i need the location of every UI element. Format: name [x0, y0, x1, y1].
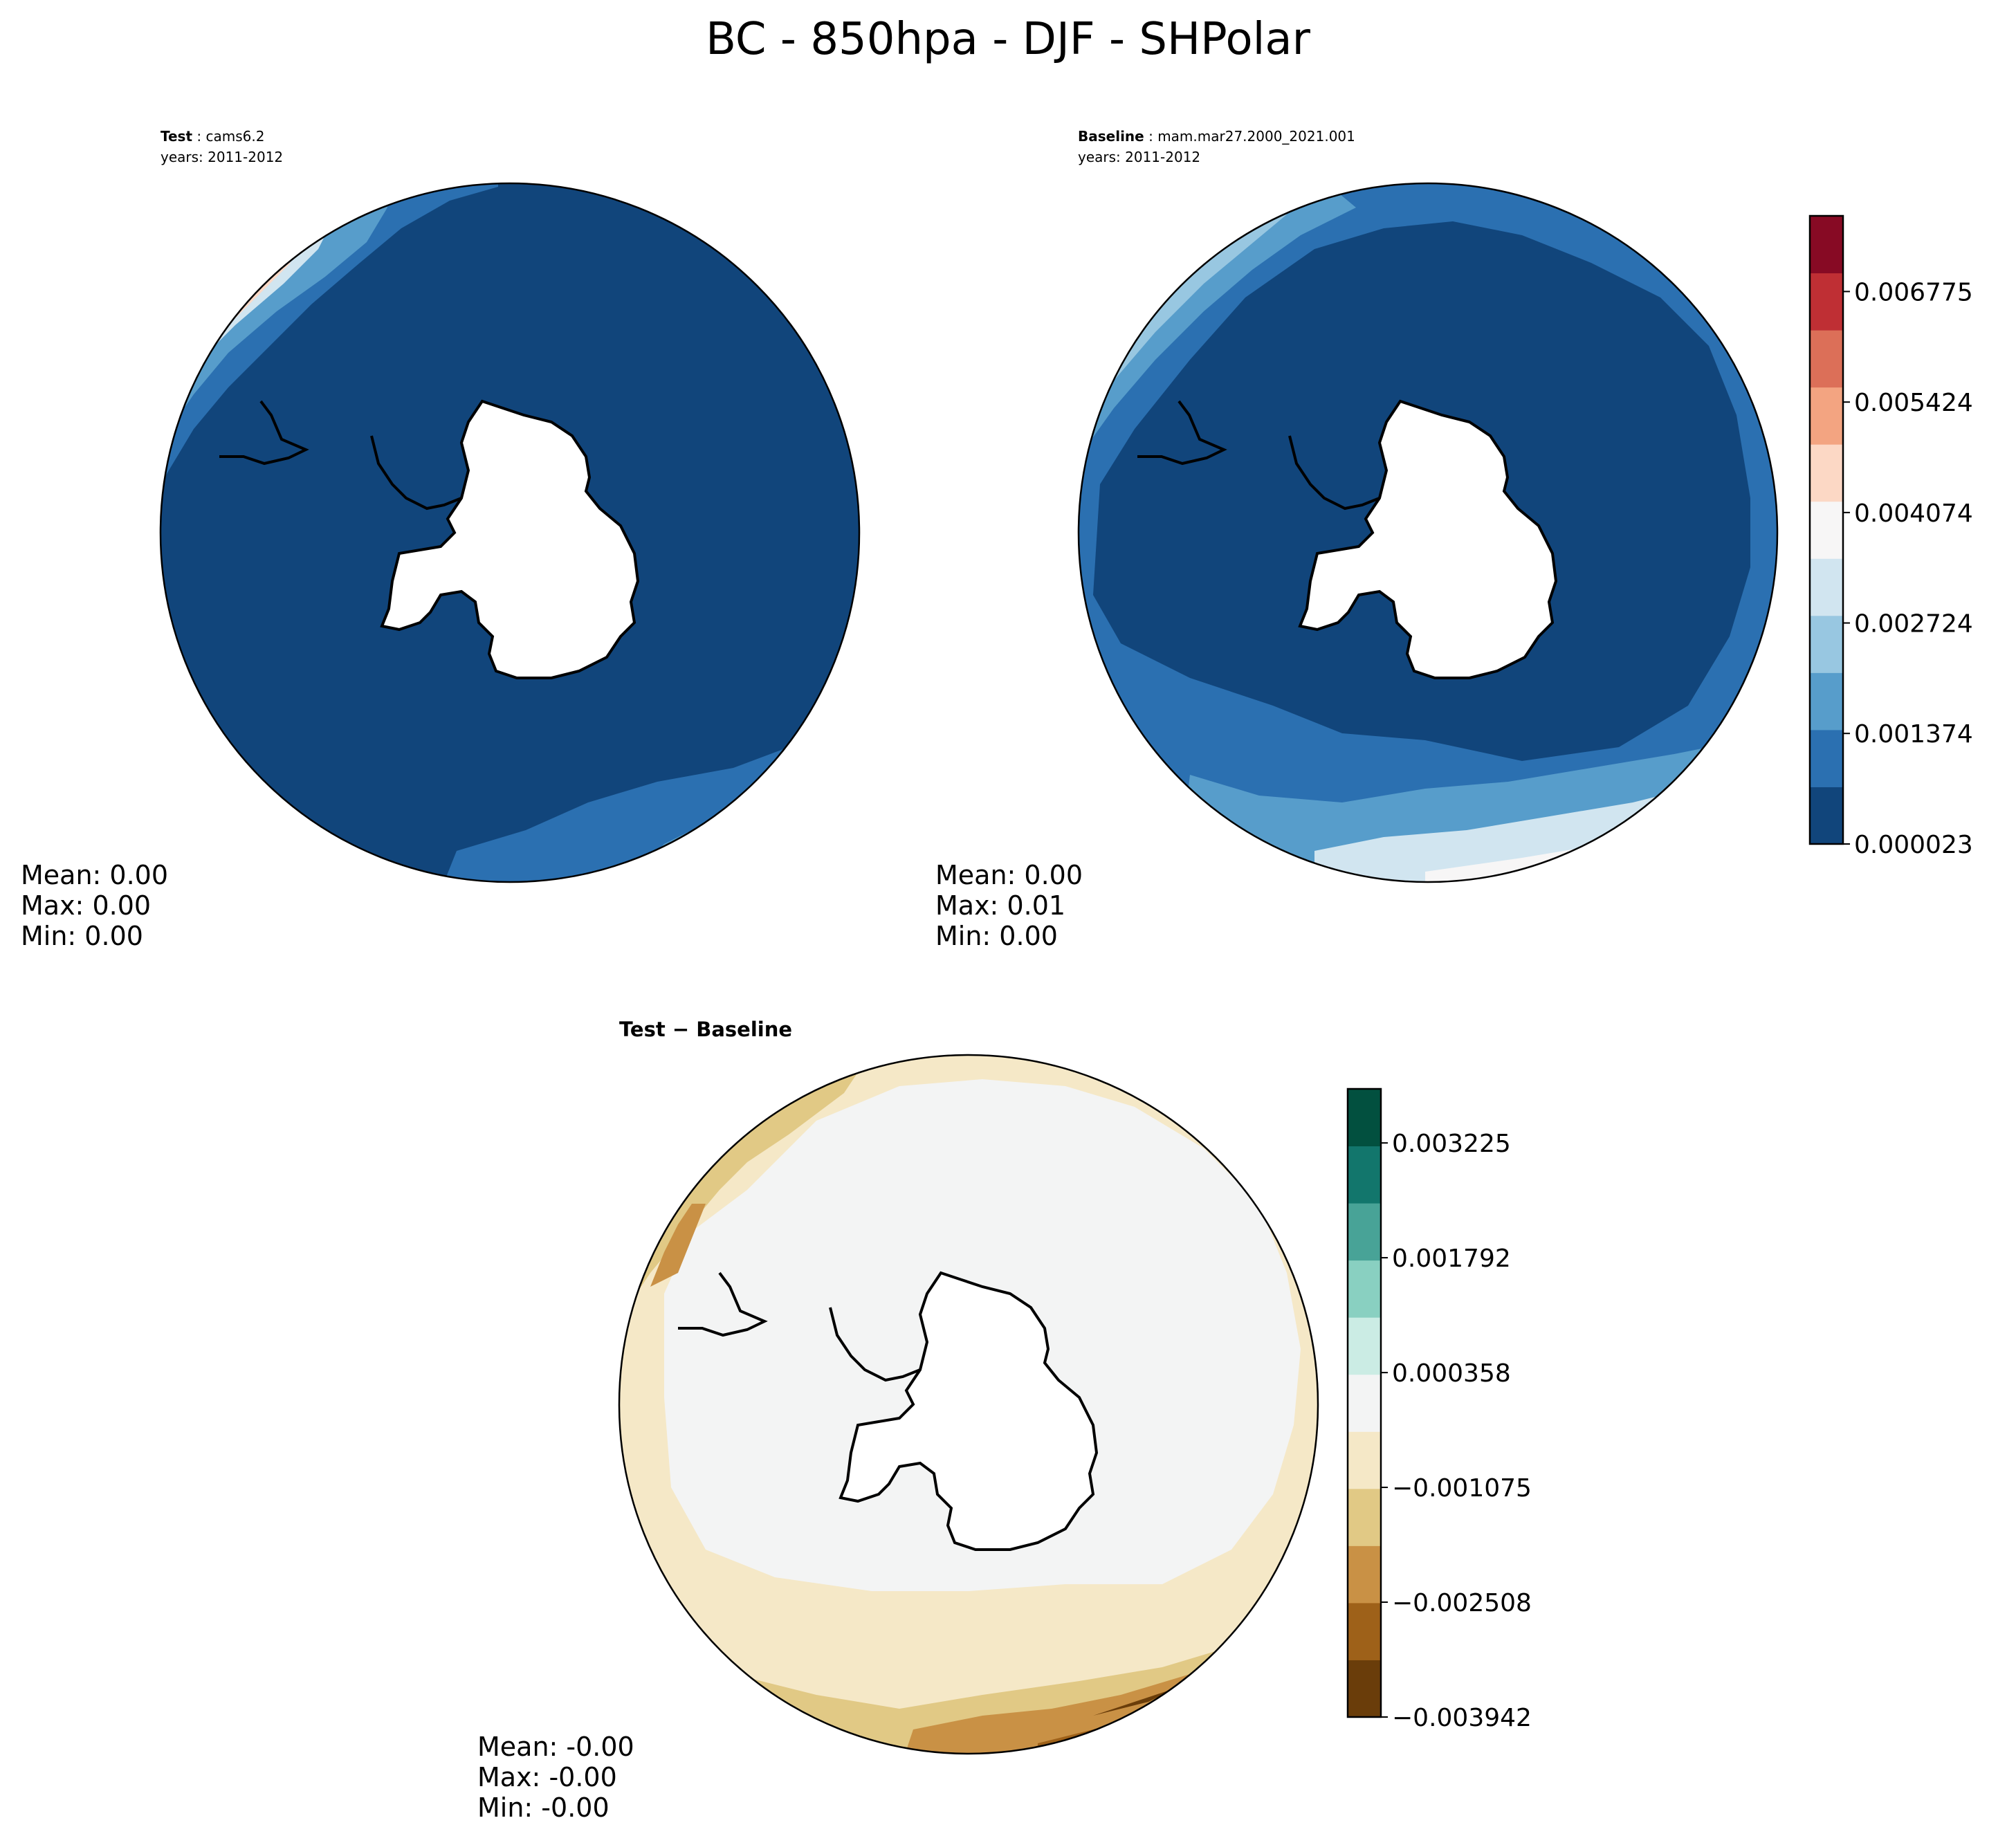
- map-difference-frame: [618, 1054, 1319, 1755]
- colorbar-diff: −0.003942 −0.002508 −0.001075 0.000358 0.001…: [1346, 1087, 1532, 1732]
- panel-test-stat-mean: Mean: 0.00: [21, 860, 168, 890]
- colorbar-main-tick-label-3: 0.004074: [1854, 499, 1973, 528]
- colorbar-diff-tick-label-4: 0.001792: [1392, 1245, 1511, 1273]
- panel-difference-caption: Test − Baseline: [619, 1018, 792, 1041]
- colorbar-diff-level-2: [1348, 1545, 1381, 1604]
- colorbar-main-level-9: [1810, 273, 1843, 331]
- panel-baseline-stat-max: Max: 0.01: [935, 890, 1065, 921]
- panel-test-caption-value: cams6.2: [205, 128, 264, 145]
- colorbar-main-level-4: [1810, 558, 1843, 616]
- panel-baseline-caption-value: mam.mar27.2000_2021.001: [1157, 128, 1355, 145]
- colorbar-diff-tick-label-3: 0.000358: [1392, 1359, 1511, 1388]
- panel-baseline: Baseline : mam.mar27.2000_2021.001 years…: [935, 128, 1973, 951]
- colorbar-main-level-3: [1810, 615, 1843, 673]
- colorbar-diff-level-4: [1348, 1431, 1381, 1489]
- colorbar-main-level-0: [1810, 787, 1843, 845]
- colorbar-main-level-7: [1810, 387, 1843, 445]
- colorbar-main-level-6: [1810, 444, 1843, 502]
- colorbar-diff-frame: [1346, 1087, 1382, 1718]
- colorbar-diff-tick-label-0: −0.003942: [1392, 1704, 1532, 1732]
- panel-difference: Test − Baseline Mean: -0.00 Max: -0.00 M…: [477, 1018, 1532, 1823]
- colorbar-diff-level-10: [1348, 1089, 1381, 1147]
- map-test: [161, 183, 859, 882]
- panel-baseline-caption-name: Baseline : mam.mar27.2000_2021.001: [1078, 128, 1355, 145]
- colorbar-main-level-10: [1810, 216, 1843, 274]
- colorbar-main-level-1: [1810, 729, 1843, 787]
- colorbar-diff-level-9: [1348, 1146, 1381, 1204]
- figure-title: BC - 850hpa - DJF - SHPolar: [706, 14, 1311, 65]
- map-baseline: [1079, 183, 1777, 882]
- panel-difference-stat-mean: Mean: -0.00: [477, 1732, 634, 1762]
- panel-baseline-caption-years: years: 2011-2012: [1078, 149, 1200, 165]
- colorbar-main-tick-label-5: 0.006775: [1854, 278, 1973, 306]
- map-difference-northwest-3: [650, 1204, 706, 1287]
- panel-test-stat-min: Min: 0.00: [21, 921, 143, 951]
- map-test-frame: [159, 182, 861, 883]
- colorbar-diff-level-6: [1348, 1317, 1381, 1375]
- colorbar-diff-level-5: [1348, 1374, 1381, 1432]
- panel-test-caption-name: Test : cams6.2: [161, 128, 264, 145]
- map-difference-south-4: [1093, 1688, 1176, 1716]
- colorbar-diff-level-1: [1348, 1602, 1381, 1660]
- panel-test-caption-bold: Test: [161, 128, 192, 145]
- colorbar-diff-tick-label-2: −0.001075: [1392, 1474, 1532, 1503]
- colorbar-main-level-5: [1810, 501, 1843, 559]
- panel-difference-stat-min: Min: -0.00: [477, 1792, 610, 1823]
- colorbar-diff-level-7: [1348, 1260, 1381, 1318]
- map-baseline-frame: [1077, 182, 1779, 883]
- colorbar-diff-tick-label-5: 0.003225: [1392, 1130, 1511, 1158]
- colorbar-diff-level-3: [1348, 1488, 1381, 1546]
- panel-test-caption-years: years: 2011-2012: [161, 149, 283, 165]
- colorbar-main-tick-label-0: 0.000023: [1854, 831, 1973, 859]
- panel-baseline-stat-min: Min: 0.00: [935, 921, 1058, 951]
- colorbar-diff-tick-label-1: −0.002508: [1392, 1589, 1532, 1617]
- colorbar-diff-level-8: [1348, 1203, 1381, 1261]
- colorbar-diff-level-0: [1348, 1660, 1381, 1718]
- panel-difference-stat-max: Max: -0.00: [477, 1762, 617, 1792]
- colorbar-main-tick-label-2: 0.002724: [1854, 610, 1973, 639]
- colorbar-main-frame: [1808, 214, 1844, 845]
- panel-baseline-caption-bold: Baseline: [1078, 128, 1144, 145]
- colorbar-main: 0.000023 0.001374 0.002724 0.004074 0.005424…: [1808, 214, 1973, 859]
- colorbar-main-tick-label-1: 0.001374: [1854, 720, 1973, 749]
- colorbar-main-level-8: [1810, 330, 1843, 388]
- colorbar-main-tick-label-4: 0.005424: [1854, 389, 1973, 417]
- panel-test: Test : cams6.2 years: 2011-2012 Mean: 0.…: [21, 128, 861, 951]
- colorbar-main-level-2: [1810, 672, 1843, 731]
- panel-test-stat-max: Max: 0.00: [21, 890, 151, 921]
- map-difference: [619, 1055, 1318, 1754]
- panel-baseline-stat-mean: Mean: 0.00: [935, 860, 1083, 890]
